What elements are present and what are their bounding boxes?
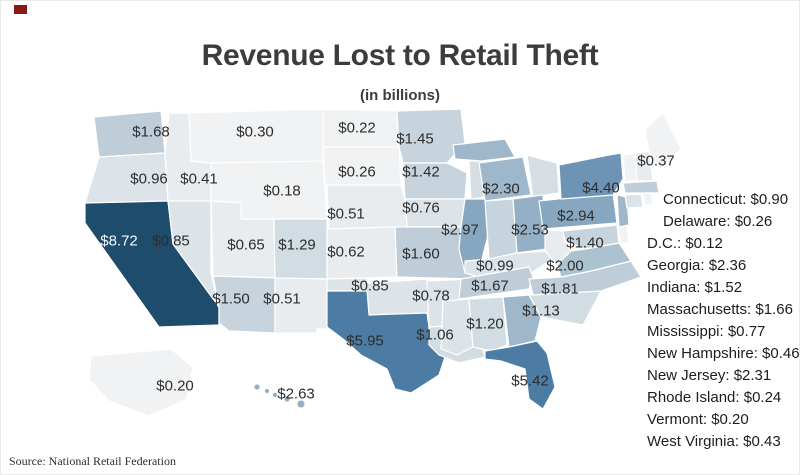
state-RI xyxy=(642,192,654,206)
map-label-TN: $1.67 xyxy=(471,277,509,295)
small-states-list: Connecticut: $0.90 Delaware: $0.26 D.C.: $… xyxy=(647,189,800,453)
state-HI-island xyxy=(264,388,270,394)
state-MD xyxy=(562,224,620,250)
map-label-AL: $1.20 xyxy=(466,315,504,333)
page-subtitle: (in billions) xyxy=(360,87,440,104)
map-label-NV: $0.85 xyxy=(152,232,190,250)
map-label-WA: $1.68 xyxy=(132,123,170,141)
map-label-AK: $0.20 xyxy=(156,377,194,395)
map-label-SC: $1.13 xyxy=(522,302,560,320)
map-label-NC: $1.81 xyxy=(541,280,579,298)
map-label-TX: $5.95 xyxy=(346,332,384,350)
map-label-CO: $1.29 xyxy=(278,236,316,254)
state-WI xyxy=(402,162,468,200)
page-title: Revenue Lost to Retail Theft xyxy=(201,39,599,72)
side-list-item: Mississippi: $0.77 xyxy=(647,323,766,340)
us-choropleth-map xyxy=(84,108,681,417)
state-HI-island xyxy=(283,395,291,403)
corner-mark xyxy=(14,5,27,14)
state-VA xyxy=(556,242,632,278)
map-label-MT: $0.30 xyxy=(236,123,274,141)
map-label-OK: $0.85 xyxy=(351,277,389,295)
state-GA xyxy=(502,294,542,348)
map-label-WI: $1.42 xyxy=(402,163,440,181)
map-label-CA: $8.72 xyxy=(100,232,138,250)
map-label-AZ: $1.50 xyxy=(212,290,250,308)
side-list-item: Vermont: $0.20 xyxy=(647,411,749,428)
lake-2 xyxy=(526,154,560,198)
state-ME xyxy=(644,112,681,170)
map-label-AR: $0.78 xyxy=(412,287,450,305)
side-list-item: D.C.: $0.12 xyxy=(647,235,723,252)
side-list-item: Delaware: $0.26 xyxy=(663,213,773,230)
map-label-MI: $2.30 xyxy=(482,180,520,198)
map-label-PA: $2.94 xyxy=(557,207,595,225)
state-AK xyxy=(88,348,194,417)
side-list-item: New Jersey: $2.31 xyxy=(647,367,772,384)
state-HI-island xyxy=(253,383,261,391)
map-label-NY: $4.40 xyxy=(582,179,620,197)
map-label-WY: $0.18 xyxy=(263,182,301,200)
side-list-item: West Virginia: $0.43 xyxy=(647,433,781,450)
state-HI-island xyxy=(296,399,306,409)
map-label-SD: $0.26 xyxy=(338,163,376,181)
side-list-item: Connecticut: $0.90 xyxy=(663,191,789,208)
map-label-MN: $1.45 xyxy=(396,130,434,148)
source-note: Source: National Retail Federation xyxy=(9,454,176,468)
state-MI-part2 xyxy=(452,138,516,162)
map-label-UT: $0.65 xyxy=(227,236,265,254)
map-label-OR: $0.96 xyxy=(130,170,168,188)
map-label-LA: $1.06 xyxy=(416,326,454,344)
state-HI-island xyxy=(272,392,278,398)
map-label-FL: $5.42 xyxy=(511,372,549,390)
side-list-item: Rhode Island: $0.24 xyxy=(647,389,782,406)
map-label-ME: $0.37 xyxy=(637,152,675,170)
state-NY xyxy=(558,152,624,200)
state-MA xyxy=(622,180,660,194)
state-NE xyxy=(326,184,408,230)
map-label-ND: $0.22 xyxy=(338,119,376,137)
side-list-item: Indiana: $1.52 xyxy=(647,279,743,296)
map-label-ID: $0.41 xyxy=(180,170,218,188)
map-label-VA: $2.00 xyxy=(546,257,584,275)
state-CT xyxy=(624,193,644,209)
state-NV xyxy=(167,200,220,308)
state-MS xyxy=(440,298,474,356)
map-label-HI: $2.63 xyxy=(277,385,315,403)
state-AL xyxy=(468,296,508,352)
map-label-MD: $1.40 xyxy=(566,234,604,252)
state-FL xyxy=(484,340,556,410)
map-label-MO: $1.60 xyxy=(402,245,440,263)
side-list-item: New Hampshire: $0.46 xyxy=(647,345,800,362)
map-label-NE: $0.51 xyxy=(327,205,365,223)
map-label-OH: $2.53 xyxy=(511,221,549,239)
side-list-item: Massachusetts: $1.66 xyxy=(647,301,793,318)
map-label-KY: $0.99 xyxy=(476,257,514,275)
map-label-IA: $0.76 xyxy=(402,199,440,217)
map-label-KS: $0.62 xyxy=(327,243,365,261)
side-list-item: Georgia: $2.36 xyxy=(647,257,747,274)
map-label-IL: $2.97 xyxy=(441,221,479,239)
state-TX xyxy=(326,290,446,394)
map-label-NM: $0.51 xyxy=(263,290,301,308)
state-MI xyxy=(478,156,532,202)
